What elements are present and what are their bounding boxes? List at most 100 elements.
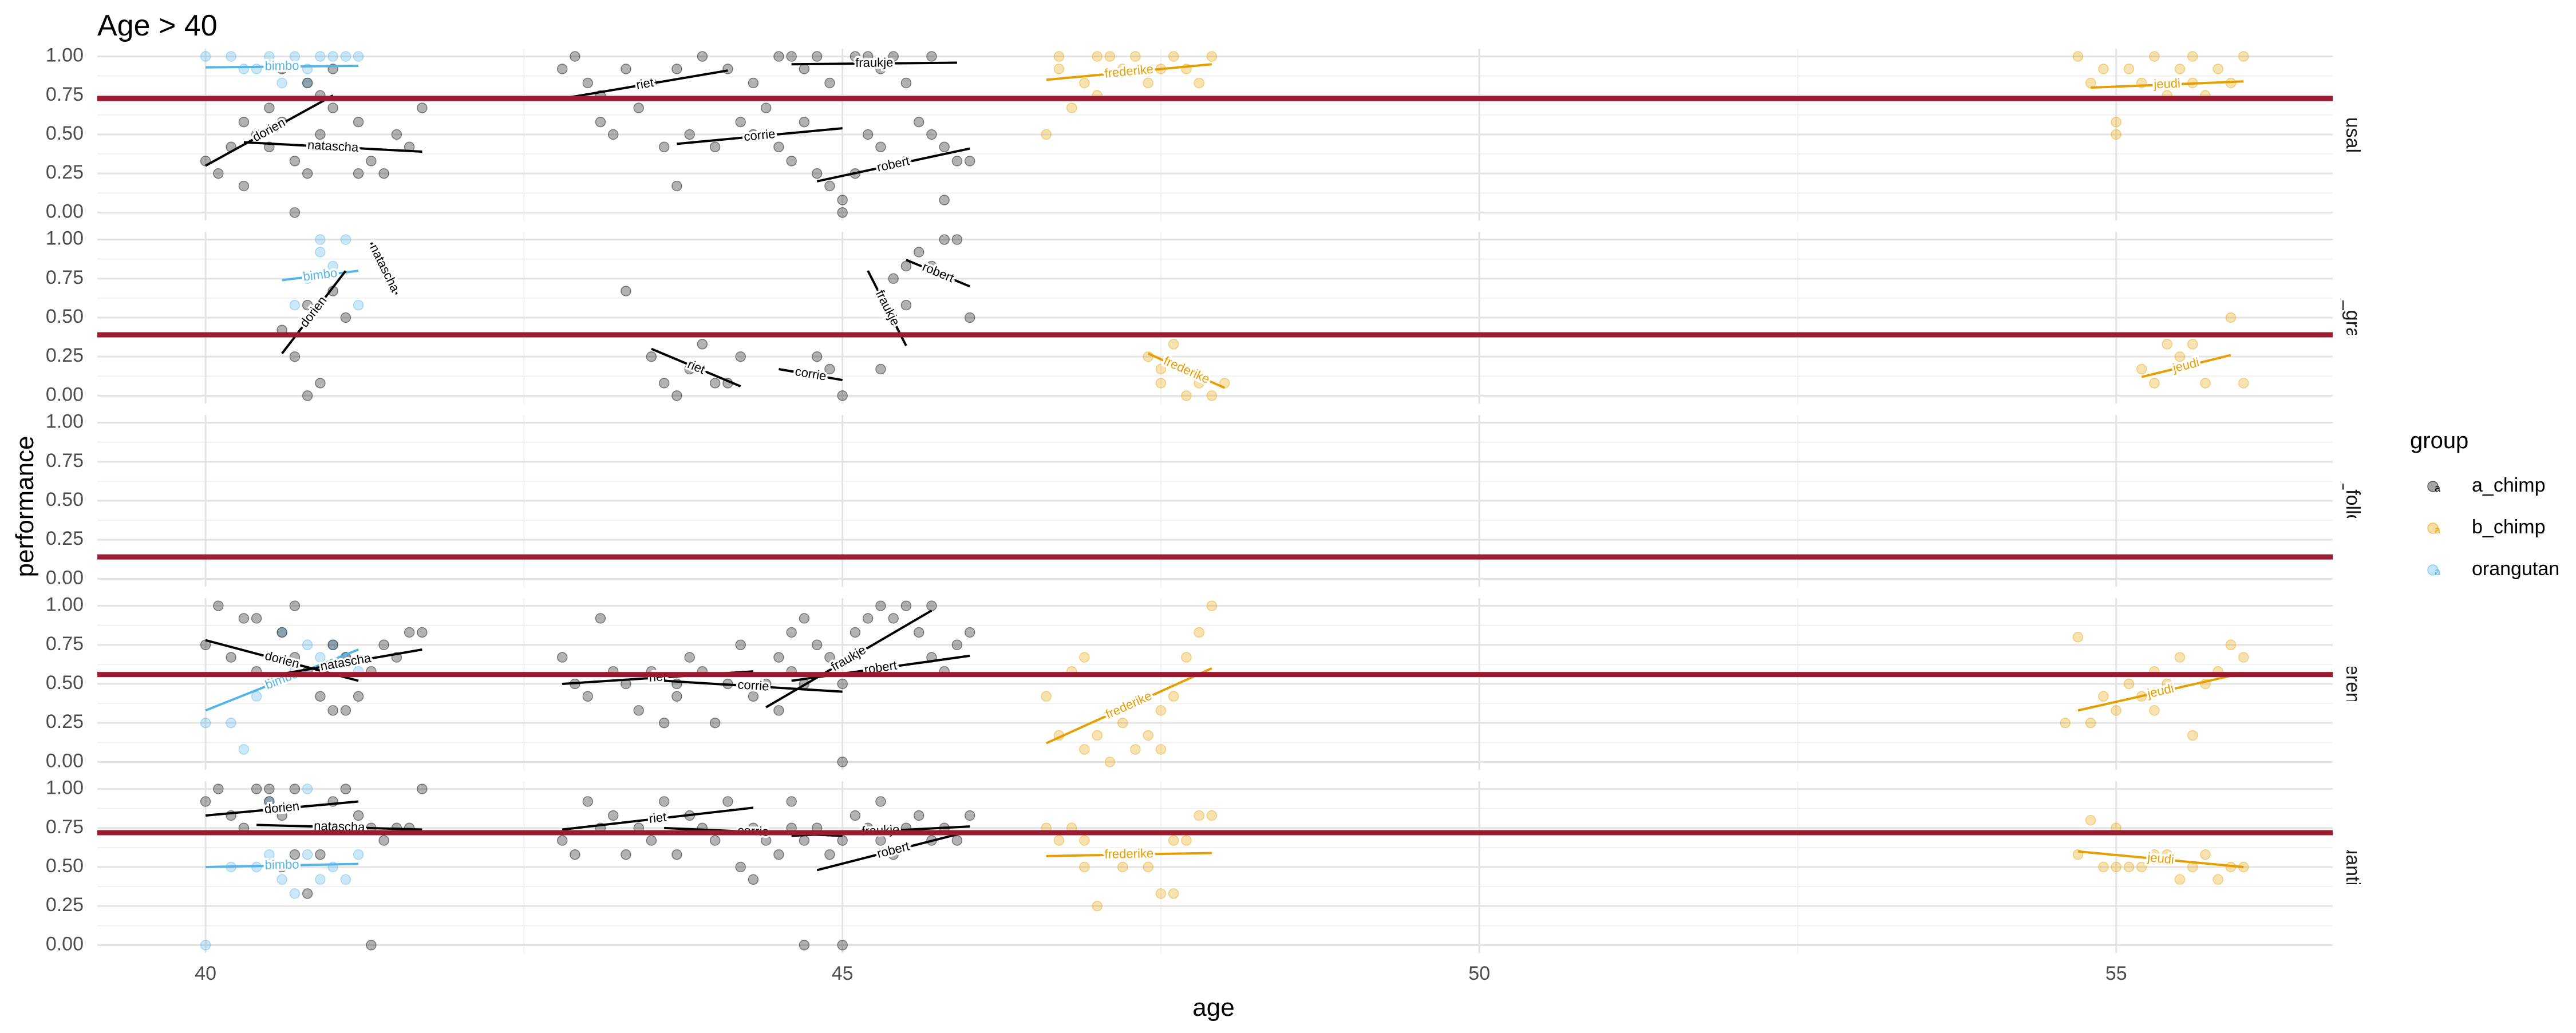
data-point-b_chimp xyxy=(1155,744,1167,755)
data-point-b_chimp xyxy=(2225,312,2237,323)
data-point-a_chimp xyxy=(671,691,682,702)
data-point-a_chimp xyxy=(862,613,874,624)
data-point-b_chimp xyxy=(1181,390,1192,401)
data-point-orangutan xyxy=(315,247,326,258)
data-point-a_chimp xyxy=(837,940,848,951)
trend-label-bimbo: bimbo xyxy=(264,857,299,872)
data-point-orangutan xyxy=(327,639,338,651)
facet-panel-gaze_following xyxy=(97,415,2333,587)
data-point-b_chimp xyxy=(2238,652,2249,663)
data-point-a_chimp xyxy=(340,312,351,323)
data-point-orangutan xyxy=(289,51,301,62)
trend-line-bimbo xyxy=(206,65,359,69)
data-point-a_chimp xyxy=(748,691,759,702)
data-point-a_chimp xyxy=(289,156,301,167)
data-point-a_chimp xyxy=(315,378,326,389)
trend-label-fraukje: fraukje xyxy=(855,55,893,70)
data-point-b_chimp xyxy=(1206,390,1218,401)
data-point-a_chimp xyxy=(939,195,950,205)
data-point-b_chimp xyxy=(2123,678,2135,690)
data-point-a_chimp xyxy=(875,796,886,807)
trend-label-corrie: corrie xyxy=(794,364,827,383)
x-tick-label: 55 xyxy=(2105,963,2127,984)
data-point-a_chimp xyxy=(671,64,682,74)
data-point-a_chimp xyxy=(939,234,950,245)
data-point-a_chimp xyxy=(735,351,746,362)
facet-strip-label-inference: inference xyxy=(2342,644,2364,724)
data-point-a_chimp xyxy=(951,234,963,245)
y-tick-label: 0.75 xyxy=(46,633,84,655)
trend-label-riet: riet xyxy=(635,75,654,92)
data-point-b_chimp xyxy=(2111,129,2121,140)
data-point-a_chimp xyxy=(951,835,963,846)
data-point-a_chimp xyxy=(951,156,963,167)
data-point-a_chimp xyxy=(926,129,937,140)
data-point-a_chimp xyxy=(799,613,810,624)
trend-label-corrie: corrie xyxy=(737,677,769,693)
y-tick-label: 1.00 xyxy=(46,411,84,433)
data-point-a_chimp xyxy=(595,116,606,128)
data-point-a_chimp xyxy=(697,339,708,350)
data-point-a_chimp xyxy=(837,390,848,401)
data-point-orangutan xyxy=(276,874,287,885)
trend-label-dorien: dorien xyxy=(297,294,329,330)
data-point-a_chimp xyxy=(582,796,593,807)
data-point-a_chimp xyxy=(824,652,835,663)
data-point-b_chimp xyxy=(2174,652,2186,663)
trends-quantity: bimbodoriennatascharietcorriefraukjerobe… xyxy=(205,797,2244,874)
data-point-a_chimp xyxy=(289,652,301,663)
data-point-a_chimp xyxy=(391,129,402,140)
trend-line-dorien xyxy=(205,94,334,167)
data-point-b_chimp xyxy=(2072,51,2084,62)
trend-label-frederike: frederike xyxy=(1104,62,1154,81)
data-point-a_chimp xyxy=(658,717,670,729)
data-point-a_chimp xyxy=(264,102,275,113)
trend-line-bimbo xyxy=(206,862,359,868)
data-point-a_chimp xyxy=(353,168,364,179)
y-tick-label: 0.25 xyxy=(46,161,84,183)
trend-line-riet xyxy=(562,806,754,831)
data-point-a_chimp xyxy=(811,639,823,651)
data-point-a_chimp xyxy=(837,195,848,205)
data-point-b_chimp xyxy=(2225,639,2237,651)
data-point-b_chimp xyxy=(1168,691,1179,702)
y-tick-label: 0.50 xyxy=(46,489,84,510)
y-axis-title: performance xyxy=(11,436,39,577)
data-point-a_chimp xyxy=(671,849,682,860)
data-point-a_chimp xyxy=(633,705,644,716)
data-point-a_chimp xyxy=(722,796,733,807)
trend-line-natascha xyxy=(243,141,422,153)
chart-title: Age > 40 xyxy=(97,9,218,42)
data-point-a_chimp xyxy=(289,207,301,218)
data-point-orangutan xyxy=(340,874,351,885)
legend-title: group xyxy=(2410,428,2468,453)
data-point-a_chimp xyxy=(327,102,338,113)
data-point-b_chimp xyxy=(2098,691,2109,702)
trend-line-jeudi xyxy=(2077,850,2244,868)
trend-line-frederike xyxy=(1045,667,1212,745)
y-tick-label: 1.00 xyxy=(46,594,84,616)
trend-label-fraukje: fraukje xyxy=(828,642,868,674)
y-tick-label: 0.00 xyxy=(46,200,84,222)
data-point-a_chimp xyxy=(900,260,912,272)
data-point-a_chimp xyxy=(748,874,759,885)
y-tick-label: 1.00 xyxy=(46,228,84,250)
data-point-b_chimp xyxy=(1194,77,1204,89)
data-point-a_chimp xyxy=(926,51,937,62)
x-tick-label: 50 xyxy=(1468,963,1490,984)
data-point-b_chimp xyxy=(1053,64,1065,74)
data-point-a_chimp xyxy=(302,299,313,311)
data-point-a_chimp xyxy=(824,180,835,192)
data-point-a_chimp xyxy=(556,652,568,663)
data-point-b_chimp xyxy=(2149,705,2160,716)
data-point-b_chimp xyxy=(2123,64,2135,74)
data-point-a_chimp xyxy=(735,116,746,128)
data-point-b_chimp xyxy=(2187,339,2198,350)
data-point-b_chimp xyxy=(2111,116,2121,128)
trend-label-frederike: frederike xyxy=(1103,688,1153,722)
data-point-b_chimp xyxy=(1143,351,1153,362)
data-point-a_chimp xyxy=(213,168,224,179)
